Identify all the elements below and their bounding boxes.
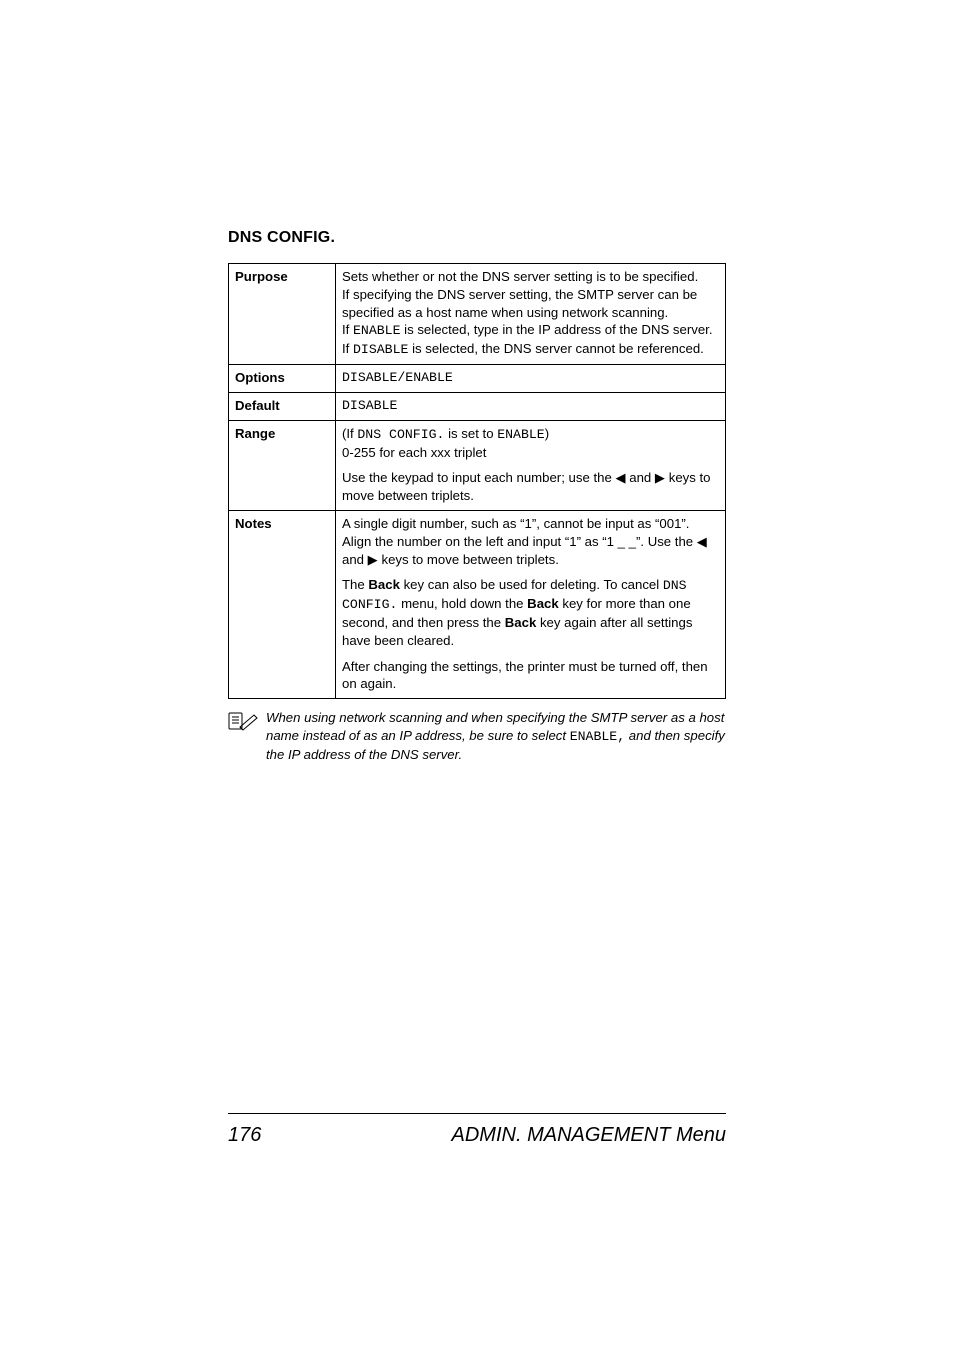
notes-back3: Back — [505, 615, 537, 630]
page-number: 176 — [228, 1124, 261, 1147]
row-notes: Notes A single digit number, such as “1”… — [229, 510, 726, 698]
notes-p2: The Back key can also be used for deleti… — [342, 576, 719, 649]
row-default: Default DISABLE — [229, 392, 726, 420]
page-footer: 176 ADMIN. MANAGEMENT Menu — [228, 1124, 726, 1147]
purpose-value: Sets whether or not the DNS server setti… — [336, 264, 726, 365]
purpose-t0: Sets whether or not the DNS server setti… — [342, 269, 698, 284]
section-heading: DNS CONFIG. — [228, 229, 726, 247]
callout-enable: ENABLE, — [570, 729, 625, 744]
notes-back1: Back — [368, 577, 400, 592]
notes-p2-t2: menu, hold down the — [397, 596, 527, 611]
range-t4: Use the keypad to input each number; use… — [342, 469, 719, 505]
purpose-t5: is selected, the DNS server cannot be re… — [408, 341, 703, 356]
range-enable: ENABLE — [497, 427, 544, 442]
notes-p2-t0: The — [342, 577, 368, 592]
range-label: Range — [229, 420, 336, 510]
callout-note: When using network scanning and when spe… — [228, 709, 726, 763]
purpose-disable: DISABLE — [353, 342, 408, 357]
range-t1: is set to — [444, 426, 497, 441]
notes-p3: After changing the settings, the printer… — [342, 658, 719, 694]
footer-rule — [228, 1113, 726, 1114]
page-content: DNS CONFIG. Purpose Sets whether or not … — [228, 229, 726, 764]
purpose-t2: If — [342, 322, 353, 337]
range-t3: 0-255 for each xxx triplet — [342, 445, 486, 460]
purpose-t3: is selected, type in the IP address of t… — [400, 322, 712, 337]
purpose-enable: ENABLE — [353, 323, 400, 338]
purpose-label: Purpose — [229, 264, 336, 365]
notes-p2-t1: key can also be used for deleting. To ca… — [400, 577, 663, 592]
range-t0: (If — [342, 426, 357, 441]
default-label: Default — [229, 392, 336, 420]
range-value: (If DNS CONFIG. is set to ENABLE) 0-255 … — [336, 420, 726, 510]
notes-value: A single digit number, such as “1”, cann… — [336, 510, 726, 698]
purpose-t4: If — [342, 341, 353, 356]
footer-title: ADMIN. MANAGEMENT Menu — [452, 1124, 726, 1147]
options-value: DISABLE/ENABLE — [336, 365, 726, 393]
notes-label: Notes — [229, 510, 336, 698]
row-range: Range (If DNS CONFIG. is set to ENABLE) … — [229, 420, 726, 510]
range-dnsconfig: DNS CONFIG. — [357, 427, 444, 442]
row-purpose: Purpose Sets whether or not the DNS serv… — [229, 264, 726, 365]
purpose-t1: If specifying the DNS server setting, th… — [342, 287, 697, 320]
notes-back2: Back — [527, 596, 559, 611]
options-label: Options — [229, 365, 336, 393]
note-icon — [228, 709, 266, 731]
range-t2: ) — [545, 426, 549, 441]
callout-text: When using network scanning and when spe… — [266, 709, 726, 763]
notes-p1: A single digit number, such as “1”, cann… — [342, 515, 719, 568]
spec-table: Purpose Sets whether or not the DNS serv… — [228, 263, 726, 699]
row-options: Options DISABLE/ENABLE — [229, 365, 726, 393]
default-value: DISABLE — [336, 392, 726, 420]
